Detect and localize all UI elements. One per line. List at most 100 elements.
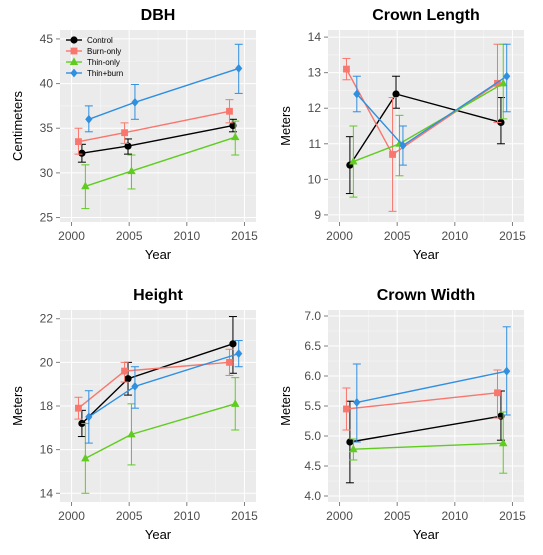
y-tick-label: 4.5 — [304, 459, 321, 473]
series-line — [356, 370, 507, 404]
y-tick-label: 22 — [40, 312, 54, 326]
y-tick-label: 35 — [40, 121, 54, 135]
y-tick-label: 4.0 — [304, 489, 321, 503]
data-point — [121, 129, 128, 137]
data-point — [127, 166, 136, 175]
data-point — [343, 405, 350, 413]
data-point — [131, 381, 139, 391]
series-thin-burn — [352, 43, 511, 166]
data-point — [131, 97, 139, 107]
x-axis-title: Year — [145, 527, 172, 542]
data-point — [235, 64, 243, 73]
x-axis-title: Year — [413, 527, 440, 542]
data-point — [81, 453, 90, 462]
data-point — [231, 399, 240, 407]
x-tick-label: 2005 — [384, 509, 411, 523]
data-point — [75, 404, 82, 412]
series-burn-only — [342, 369, 502, 431]
data-point — [499, 438, 508, 447]
y-tick-label: 5.5 — [304, 399, 321, 413]
y-axis-title: Meters — [278, 386, 293, 426]
y-tick-label: 18 — [40, 399, 54, 413]
panel-3: 2000 2005 2010 2015 14 16 18 20 22 Height Year Mete… — [10, 287, 258, 542]
series-control — [77, 316, 237, 438]
data-point — [124, 375, 132, 383]
data-point — [353, 89, 361, 99]
series-burn-only — [74, 348, 234, 420]
x-tick-label: 2010 — [173, 509, 200, 523]
x-tick-label: 2000 — [326, 509, 353, 523]
data-point — [124, 142, 132, 150]
data-point — [231, 132, 240, 141]
x-tick-label: 2010 — [441, 509, 468, 523]
y-axis-title: Meters — [278, 106, 293, 146]
y-tick-label: 11 — [309, 137, 322, 151]
data-point — [78, 149, 86, 157]
data-point — [389, 151, 396, 158]
x-tick-label: 2005 — [116, 509, 143, 523]
panel-2: 2000 2005 2010 2015 9 10 11 12 13 14 Crown Length Y… — [278, 7, 526, 262]
data-point — [85, 114, 93, 124]
y-tick-label: 9 — [314, 208, 321, 222]
legend-key-marker — [69, 57, 79, 65]
x-tick-label: 2015 — [231, 509, 258, 523]
series-thin-burn — [352, 326, 511, 443]
x-axis-title: Year — [413, 247, 440, 262]
panel-1: 2000 2005 2010 2015 25 30 35 40 45 DBH Year Centime… — [10, 7, 258, 262]
y-tick-label: 14 — [308, 30, 322, 44]
panel-title: Height — [133, 287, 183, 304]
legend-entry: Thin-only — [87, 58, 120, 67]
panel-4: 2000 2005 2010 2015 4.0 4.5 5.0 5.5 6.0 6.5 7.0 Cro… — [278, 287, 526, 542]
panel-title: Crown Width — [377, 287, 476, 304]
panel-title: DBH — [141, 7, 176, 24]
series-thin-only — [81, 120, 240, 210]
data-point — [503, 366, 511, 376]
legend-entry: Control — [87, 36, 113, 45]
legend-entry: Thin+burn — [87, 69, 123, 78]
y-tick-label: 6.5 — [304, 339, 321, 353]
y-tick-label: 20 — [40, 355, 54, 369]
data-point — [127, 429, 136, 438]
legend: Control Burn-only Thin-only Thin+burn — [66, 36, 123, 78]
x-tick-label: 2005 — [384, 229, 411, 243]
data-point — [399, 141, 407, 150]
data-point — [229, 121, 237, 130]
y-tick-label: 30 — [40, 166, 54, 180]
x-tick-label: 2005 — [116, 229, 143, 243]
series-line — [353, 442, 504, 450]
data-point — [503, 71, 511, 81]
y-tick-label: 6.0 — [304, 369, 321, 383]
y-tick-label: 40 — [40, 77, 54, 91]
y-tick-label: 10 — [308, 172, 322, 186]
series-thin-burn — [84, 43, 243, 133]
series-line — [349, 415, 502, 443]
data-point — [349, 156, 358, 165]
x-tick-label: 2015 — [499, 229, 526, 243]
legend-key-marker — [70, 36, 78, 44]
series-thin-only — [81, 377, 240, 494]
y-tick-label: 7.0 — [304, 309, 321, 323]
series-control — [77, 118, 237, 163]
y-tick-label: 14 — [40, 486, 54, 500]
x-tick-label: 2010 — [441, 229, 468, 243]
y-axis-title: Meters — [10, 386, 25, 426]
data-point — [229, 340, 237, 348]
data-point — [226, 107, 233, 115]
y-tick-label: 5.0 — [304, 429, 321, 443]
data-point — [494, 79, 501, 87]
x-tick-label: 2015 — [499, 509, 526, 523]
series-line — [346, 392, 498, 410]
x-tick-label: 2015 — [231, 229, 258, 243]
y-tick-label: 45 — [40, 32, 54, 46]
legend-key-marker — [70, 47, 78, 55]
data-point — [81, 181, 90, 190]
series-thin-burn — [84, 340, 243, 444]
data-point — [349, 444, 358, 453]
data-point — [226, 358, 233, 366]
x-axis-title: Year — [145, 247, 172, 262]
data-point — [85, 412, 93, 422]
y-tick-label: 12 — [308, 101, 322, 115]
series-control — [345, 75, 505, 195]
